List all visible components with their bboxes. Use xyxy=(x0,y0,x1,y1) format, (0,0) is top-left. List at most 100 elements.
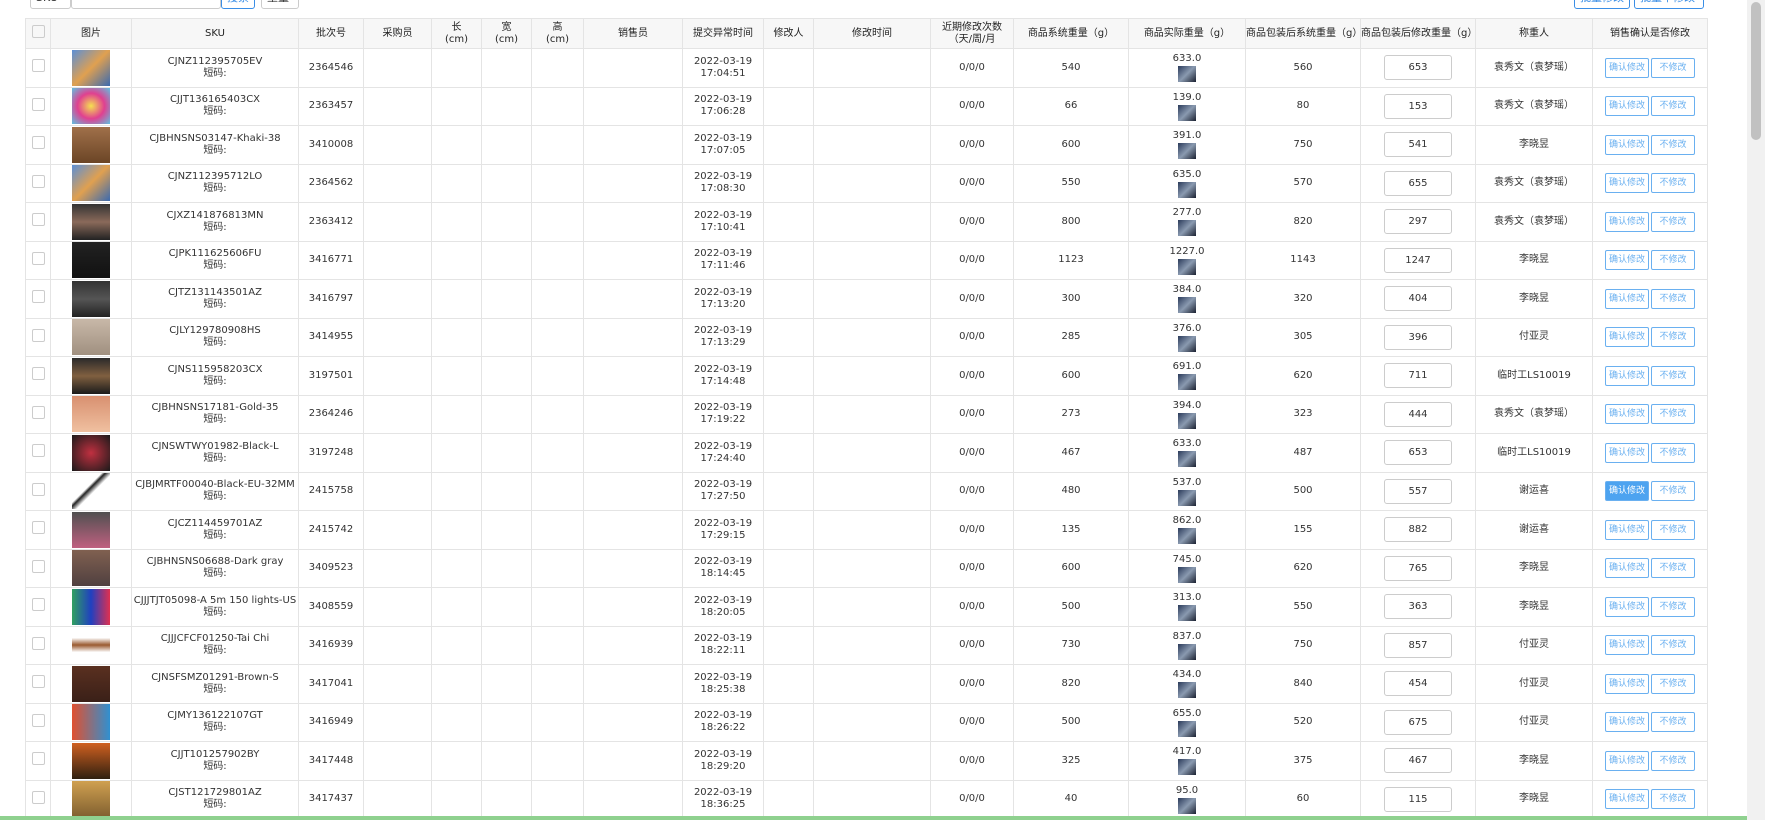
confirm-button[interactable]: 确认修改 xyxy=(1605,96,1649,117)
modified-weight-input[interactable]: 297 xyxy=(1384,209,1452,235)
confirm-button[interactable]: 确认修改 xyxy=(1605,173,1649,194)
weight-photo[interactable] xyxy=(1178,797,1196,814)
modified-weight-input[interactable]: 711 xyxy=(1384,363,1452,389)
modified-weight-input[interactable]: 444 xyxy=(1384,401,1452,427)
confirm-button[interactable]: 确认修改 xyxy=(1605,558,1649,579)
modified-weight-input[interactable]: 857 xyxy=(1384,632,1452,658)
checkbox[interactable] xyxy=(31,174,45,188)
reject-button[interactable]: 不修改 xyxy=(1651,481,1695,502)
modified-weight-input[interactable]: 153 xyxy=(1384,93,1452,119)
weight-photo[interactable] xyxy=(1178,605,1196,622)
confirm-button[interactable]: 确认修改 xyxy=(1605,442,1649,463)
checkbox[interactable] xyxy=(31,405,45,419)
confirm-button[interactable]: 确认修改 xyxy=(1605,250,1649,271)
reject-button[interactable]: 不修改 xyxy=(1651,288,1695,309)
checkbox[interactable] xyxy=(31,136,45,150)
checkbox[interactable] xyxy=(31,59,45,73)
reject-button[interactable]: 不修改 xyxy=(1651,519,1695,540)
weight-photo[interactable] xyxy=(1178,566,1196,583)
confirm-button[interactable]: 确认修改 xyxy=(1605,327,1649,348)
checkbox[interactable] xyxy=(31,790,45,804)
confirm-button[interactable]: 确认修改 xyxy=(1605,712,1649,733)
weight-photo[interactable] xyxy=(1178,528,1196,545)
confirm-button[interactable]: 确认修改 xyxy=(1605,635,1649,656)
weight-photo[interactable] xyxy=(1178,220,1196,237)
scroll-thumb[interactable] xyxy=(1751,2,1761,140)
weight-photo[interactable] xyxy=(1178,643,1196,660)
reject-button[interactable]: 不修改 xyxy=(1651,635,1695,656)
confirm-button[interactable]: 确认修改 xyxy=(1605,789,1649,810)
modified-weight-input[interactable]: 882 xyxy=(1384,517,1452,543)
weight-photo[interactable] xyxy=(1178,451,1196,468)
reject-button[interactable]: 不修改 xyxy=(1651,211,1695,232)
checkbox[interactable] xyxy=(31,328,45,342)
checkbox[interactable] xyxy=(31,598,45,612)
weight-photo[interactable] xyxy=(1178,335,1196,352)
modified-weight-input[interactable]: 1247 xyxy=(1384,247,1452,273)
reject-button[interactable]: 不修改 xyxy=(1651,789,1695,810)
reject-button[interactable]: 不修改 xyxy=(1651,365,1695,386)
confirm-button[interactable]: 确认修改 xyxy=(1605,134,1649,155)
checkbox[interactable] xyxy=(31,367,45,381)
search-input[interactable] xyxy=(71,0,221,9)
weight-photo[interactable] xyxy=(1178,720,1196,737)
reject-button[interactable]: 不修改 xyxy=(1651,673,1695,694)
confirm-button[interactable]: 确认修改 xyxy=(1605,481,1649,502)
weight-photo[interactable] xyxy=(1178,489,1196,506)
checkbox[interactable] xyxy=(31,559,45,573)
weight-photo[interactable] xyxy=(1178,143,1196,160)
checkbox[interactable] xyxy=(31,213,45,227)
confirm-button[interactable]: 确认修改 xyxy=(1605,57,1649,78)
modified-weight-input[interactable]: 115 xyxy=(1384,786,1452,812)
checkbox[interactable] xyxy=(31,251,45,265)
checkbox[interactable] xyxy=(31,713,45,727)
checkbox[interactable] xyxy=(31,290,45,304)
weight-photo[interactable] xyxy=(1178,374,1196,391)
weight-photo[interactable] xyxy=(1178,297,1196,314)
reject-button[interactable]: 不修改 xyxy=(1651,442,1695,463)
reject-button[interactable]: 不修改 xyxy=(1651,96,1695,117)
checkbox[interactable] xyxy=(31,444,45,458)
modified-weight-input[interactable]: 653 xyxy=(1384,55,1452,81)
modified-weight-input[interactable]: 765 xyxy=(1384,555,1452,581)
confirm-button[interactable]: 确认修改 xyxy=(1605,750,1649,771)
search-field-select[interactable]: SKU xyxy=(30,0,71,9)
weight-photo[interactable] xyxy=(1178,412,1196,429)
confirm-button[interactable]: 确认修改 xyxy=(1605,211,1649,232)
reject-button[interactable]: 不修改 xyxy=(1651,712,1695,733)
confirm-button[interactable]: 确认修改 xyxy=(1605,365,1649,386)
reject-button[interactable]: 不修改 xyxy=(1651,404,1695,425)
confirm-button[interactable]: 确认修改 xyxy=(1605,404,1649,425)
checkbox[interactable] xyxy=(31,752,45,766)
reject-button[interactable]: 不修改 xyxy=(1651,750,1695,771)
reject-button[interactable]: 不修改 xyxy=(1651,596,1695,617)
reject-button[interactable]: 不修改 xyxy=(1651,57,1695,78)
modified-weight-input[interactable]: 404 xyxy=(1384,286,1452,312)
weight-photo[interactable] xyxy=(1178,181,1196,198)
weight-photo[interactable] xyxy=(1178,104,1196,121)
reject-button[interactable]: 不修改 xyxy=(1651,173,1695,194)
confirm-button[interactable]: 确认修改 xyxy=(1605,519,1649,540)
checkbox[interactable] xyxy=(31,636,45,650)
modified-weight-input[interactable]: 675 xyxy=(1384,709,1452,735)
reject-button[interactable]: 不修改 xyxy=(1651,134,1695,155)
weight-select[interactable]: 重量 xyxy=(261,0,299,9)
reject-button[interactable]: 不修改 xyxy=(1651,558,1695,579)
batch-modify-button[interactable]: 批量修改 xyxy=(1574,0,1630,9)
weight-photo[interactable] xyxy=(1178,759,1196,776)
modified-weight-input[interactable]: 653 xyxy=(1384,440,1452,466)
checkbox[interactable] xyxy=(31,482,45,496)
weight-photo[interactable] xyxy=(1178,258,1196,275)
reject-button[interactable]: 不修改 xyxy=(1651,250,1695,271)
checkbox[interactable] xyxy=(31,675,45,689)
modified-weight-input[interactable]: 541 xyxy=(1384,132,1452,158)
weight-photo[interactable] xyxy=(1178,66,1196,83)
scrollbar[interactable] xyxy=(1747,0,1765,820)
weight-photo[interactable] xyxy=(1178,682,1196,699)
confirm-button[interactable]: 确认修改 xyxy=(1605,288,1649,309)
modified-weight-input[interactable]: 655 xyxy=(1384,170,1452,196)
modified-weight-input[interactable]: 396 xyxy=(1384,324,1452,350)
modified-weight-input[interactable]: 467 xyxy=(1384,748,1452,774)
checkbox[interactable] xyxy=(31,97,45,111)
reject-button[interactable]: 不修改 xyxy=(1651,327,1695,348)
